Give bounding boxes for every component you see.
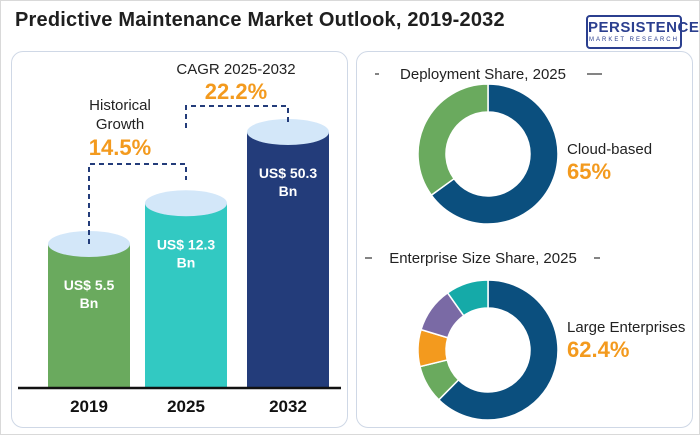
bar-top-2032 — [247, 119, 329, 145]
donut2-title-bg — [372, 246, 594, 268]
market-size-bar-chart: US$ 5.5 Bn 2019 US$ 12.3 Bn 2025 US$ 50.3 Bn 203… — [18, 61, 341, 416]
logo-main-text: PERSISTENCE — [588, 19, 700, 36]
bar-2025 — [145, 203, 227, 387]
donut2-slice-0 — [437, 279, 559, 421]
donut2-slice-4 — [446, 279, 489, 317]
x-tick-2019: 2019 — [70, 397, 108, 416]
bar-2019 — [48, 244, 130, 387]
bar-2032 — [247, 132, 329, 387]
market-size-panel: US$ 5.5 Bn 2019 US$ 12.3 Bn 2025 US$ 50.3 Bn 203… — [11, 51, 348, 428]
x-tick-2032: 2032 — [269, 397, 307, 416]
share-panel: Deployment Share, 2025 Enterprise Size S… — [356, 51, 693, 428]
bar-value-label-2019: US$ 5.5 — [64, 277, 115, 293]
bar-value-label-2032: US$ 50.3 — [259, 165, 318, 181]
page-title: Predictive Maintenance Market Outlook, 2… — [15, 9, 505, 31]
deployment-donut — [417, 83, 559, 225]
logo-sub-text: MARKET RESEARCH — [589, 37, 679, 43]
historical-label-line2: Growth — [96, 116, 144, 133]
annotations-layer: Historical Growth 14.5% CAGR 2025-2032 2… — [88, 61, 296, 244]
cagr-value: 22.2% — [205, 79, 267, 104]
bars-layer: US$ 5.5 Bn 2019 US$ 12.3 Bn 2025 US$ 50.3 Bn 203… — [18, 119, 341, 416]
bar-unit-label-2025: Bn — [177, 254, 196, 270]
cagr-connector — [185, 105, 289, 128]
donut1-highlight-label: Cloud-based — [567, 141, 652, 158]
historical-label-line1: Historical — [89, 97, 151, 114]
cagr-label: CAGR 2025-2032 — [176, 61, 295, 78]
bar-top-2025 — [145, 190, 227, 217]
enterprise-size-donut — [417, 279, 559, 421]
donut1-slice-1 — [417, 83, 489, 197]
historical-connector — [88, 163, 187, 244]
share-donut-charts: Deployment Share, 2025 Enterprise Size S… — [365, 62, 685, 421]
donut1-title-bg — [379, 62, 587, 84]
x-tick-2025: 2025 — [167, 397, 205, 416]
bar-unit-label-2019: Bn — [80, 295, 99, 311]
brand-logo: PERSISTENCE MARKET RESEARCH — [586, 15, 700, 49]
donut1-highlight-value: 65% — [567, 159, 611, 184]
historical-growth-value: 14.5% — [89, 135, 151, 160]
donut1-slice-0 — [430, 83, 559, 225]
donut2-highlight-value: 62.4% — [567, 337, 629, 362]
donut2-title: Enterprise Size Share, 2025 — [389, 250, 577, 267]
donut1-title: Deployment Share, 2025 — [400, 66, 566, 83]
bar-value-label-2025: US$ 12.3 — [157, 236, 216, 252]
donut2-highlight-label: Large Enterprises — [567, 319, 685, 336]
bar-unit-label-2032: Bn — [279, 183, 298, 199]
